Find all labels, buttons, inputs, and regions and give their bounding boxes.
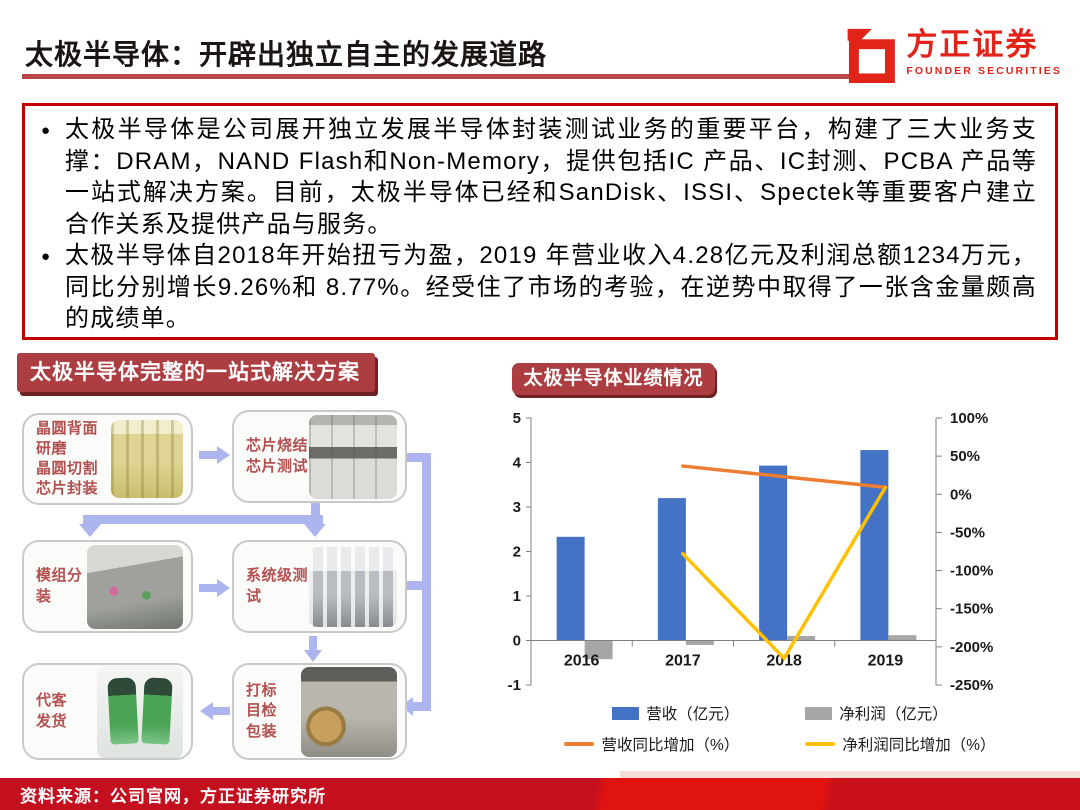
legend-label: 净利润（亿元） <box>839 706 948 723</box>
svg-text:2017: 2017 <box>665 653 701 670</box>
svg-text:0: 0 <box>513 633 521 650</box>
legend-label: 净利润同比增加（%） <box>842 737 996 754</box>
chart-legend: 营收（亿元） 净利润（亿元） 营收同比增加（%） 净利润同比增加（%） <box>495 702 1065 764</box>
flow-arrows <box>79 446 431 720</box>
legend-label: 营收（亿元） <box>646 706 740 723</box>
legend-item-net-profit: 净利润（亿元） <box>805 702 948 724</box>
process-flow-diagram: 晶圆背面 研磨 晶圆切割 芯片封装 芯片烧结 芯片测试 模组分装 系统级测 试 … <box>17 405 442 770</box>
source-text: 资料来源：公司官网，方正证券研究所 <box>20 786 326 806</box>
process-step-module: 模组分装 <box>22 540 193 633</box>
footer-accent-strip <box>620 771 1080 778</box>
net-profit-bar-swatch <box>805 706 833 720</box>
net-profit-yoy-line-swatch <box>805 742 836 746</box>
marking-packing-photo <box>301 666 397 757</box>
founder-securities-logo: 方正证券 FOUNDER SECURITIES <box>844 27 1062 83</box>
process-step-system-test: 系统级测 试 <box>232 540 407 633</box>
step-label: 模组分装 <box>36 567 83 605</box>
legend-item-revenue: 营收（亿元） <box>612 702 739 724</box>
process-step-wafer: 晶圆背面 研磨 晶圆切割 芯片封装 <box>22 413 193 505</box>
flow-branch-bar <box>83 515 323 524</box>
svg-text:1: 1 <box>513 588 521 605</box>
revenue-bar-swatch <box>612 706 640 720</box>
svg-text:2019: 2019 <box>868 653 904 670</box>
summary-box: ● 太极半导体是公司展开独立发展半导体封装测试业务的重要平台，构建了三大业务支撑… <box>22 103 1058 340</box>
step-label: 芯片烧结 芯片测试 <box>246 437 309 475</box>
flow-elbow-stub-top <box>407 453 431 462</box>
svg-text:100%: 100% <box>950 410 988 427</box>
bullet-text: 太极半导体自2018年开始扭亏为盈，2019 年营业收入4.28亿元及利润总额1… <box>65 242 1037 332</box>
summary-bullet-2: ● 太极半导体自2018年开始扭亏为盈，2019 年营业收入4.28亿元及利润总… <box>41 240 1037 335</box>
bullet-text: 太极半导体是公司展开独立发展半导体封装测试业务的重要平台，构建了三大业务支撑：D… <box>65 116 1037 238</box>
step-label: 代客 发货 <box>36 692 68 730</box>
wafer-fab-photo <box>111 420 183 498</box>
process-panel-title: 太极半导体完整的一站式解决方案 <box>17 353 375 392</box>
svg-text:-100%: -100% <box>950 563 993 580</box>
flow-arrow-left <box>200 702 230 720</box>
logo-subtitle: FOUNDER SECURITIES <box>906 65 1062 77</box>
svg-text:2016: 2016 <box>564 653 600 670</box>
svg-text:50%: 50% <box>950 448 980 465</box>
process-step-packing: 打标 目检 包装 <box>232 663 407 760</box>
flow-arrowhead-down-left <box>79 524 101 537</box>
title-underline <box>22 74 858 79</box>
svg-text:-200%: -200% <box>950 639 993 656</box>
step-label: 晶圆背面 研磨 晶圆切割 芯片封装 <box>36 419 99 498</box>
step-label: 系统级测 试 <box>246 567 309 605</box>
logo-name: 方正证券 <box>906 27 1039 62</box>
system-test-photo <box>309 546 397 627</box>
delivery-trucks-photo <box>97 665 183 758</box>
bullet-marker: ● <box>41 248 51 265</box>
module-assembly-photo <box>87 544 183 629</box>
svg-text:0%: 0% <box>950 486 972 503</box>
step-label: 打标 目检 包装 <box>246 682 278 740</box>
legend-item-revenue-yoy: 营收同比增加（%） <box>564 733 739 755</box>
svg-text:-250%: -250% <box>950 677 993 694</box>
founder-cube-icon <box>847 28 896 83</box>
flow-arrow-right-2 <box>199 579 230 597</box>
performance-chart: 5 4 3 2 1 0 -1 100% 50% 0% -50% -100% -150% -200% -250… <box>508 410 994 694</box>
process-step-sinter-test: 芯片烧结 芯片测试 <box>232 410 407 503</box>
svg-text:-50%: -50% <box>950 524 985 541</box>
process-step-shipping: 代客 发货 <box>22 663 193 760</box>
chip-sinter-test-photo <box>309 414 397 499</box>
flow-elbow-stub-mid <box>407 581 422 590</box>
flow-arrow-down <box>304 636 322 662</box>
svg-text:-150%: -150% <box>950 601 993 618</box>
summary-bullet-1: ● 太极半导体是公司展开独立发展半导体封装测试业务的重要平台，构建了三大业务支撑… <box>41 114 1037 240</box>
flow-arrow-right-1 <box>199 446 230 464</box>
svg-text:5: 5 <box>513 410 521 427</box>
svg-text:2018: 2018 <box>766 653 802 670</box>
bullet-marker: ● <box>41 122 51 139</box>
svg-text:-1: -1 <box>508 677 521 694</box>
page-title: 太极半导体：开辟出独立自主的发展道路 <box>25 39 548 70</box>
flow-arrowhead-down-right <box>304 524 326 537</box>
flow-elbow-vertical <box>422 453 431 711</box>
revenue-yoy-line-swatch <box>564 742 595 746</box>
svg-text:4: 4 <box>513 455 522 472</box>
legend-label: 营收同比增加（%） <box>601 737 740 754</box>
svg-text:2: 2 <box>513 544 521 561</box>
legend-item-net-profit-yoy: 净利润同比增加（%） <box>805 733 996 755</box>
chart-panel-title: 太极半导体业绩情况 <box>512 363 715 395</box>
flow-branch-drop <box>311 502 320 517</box>
source-bar: 资料来源：公司官网，方正证券研究所 <box>0 778 1080 810</box>
flow-arrowhead-left <box>401 697 413 716</box>
flow-elbow-bottom <box>413 702 431 711</box>
svg-text:3: 3 <box>513 499 521 516</box>
